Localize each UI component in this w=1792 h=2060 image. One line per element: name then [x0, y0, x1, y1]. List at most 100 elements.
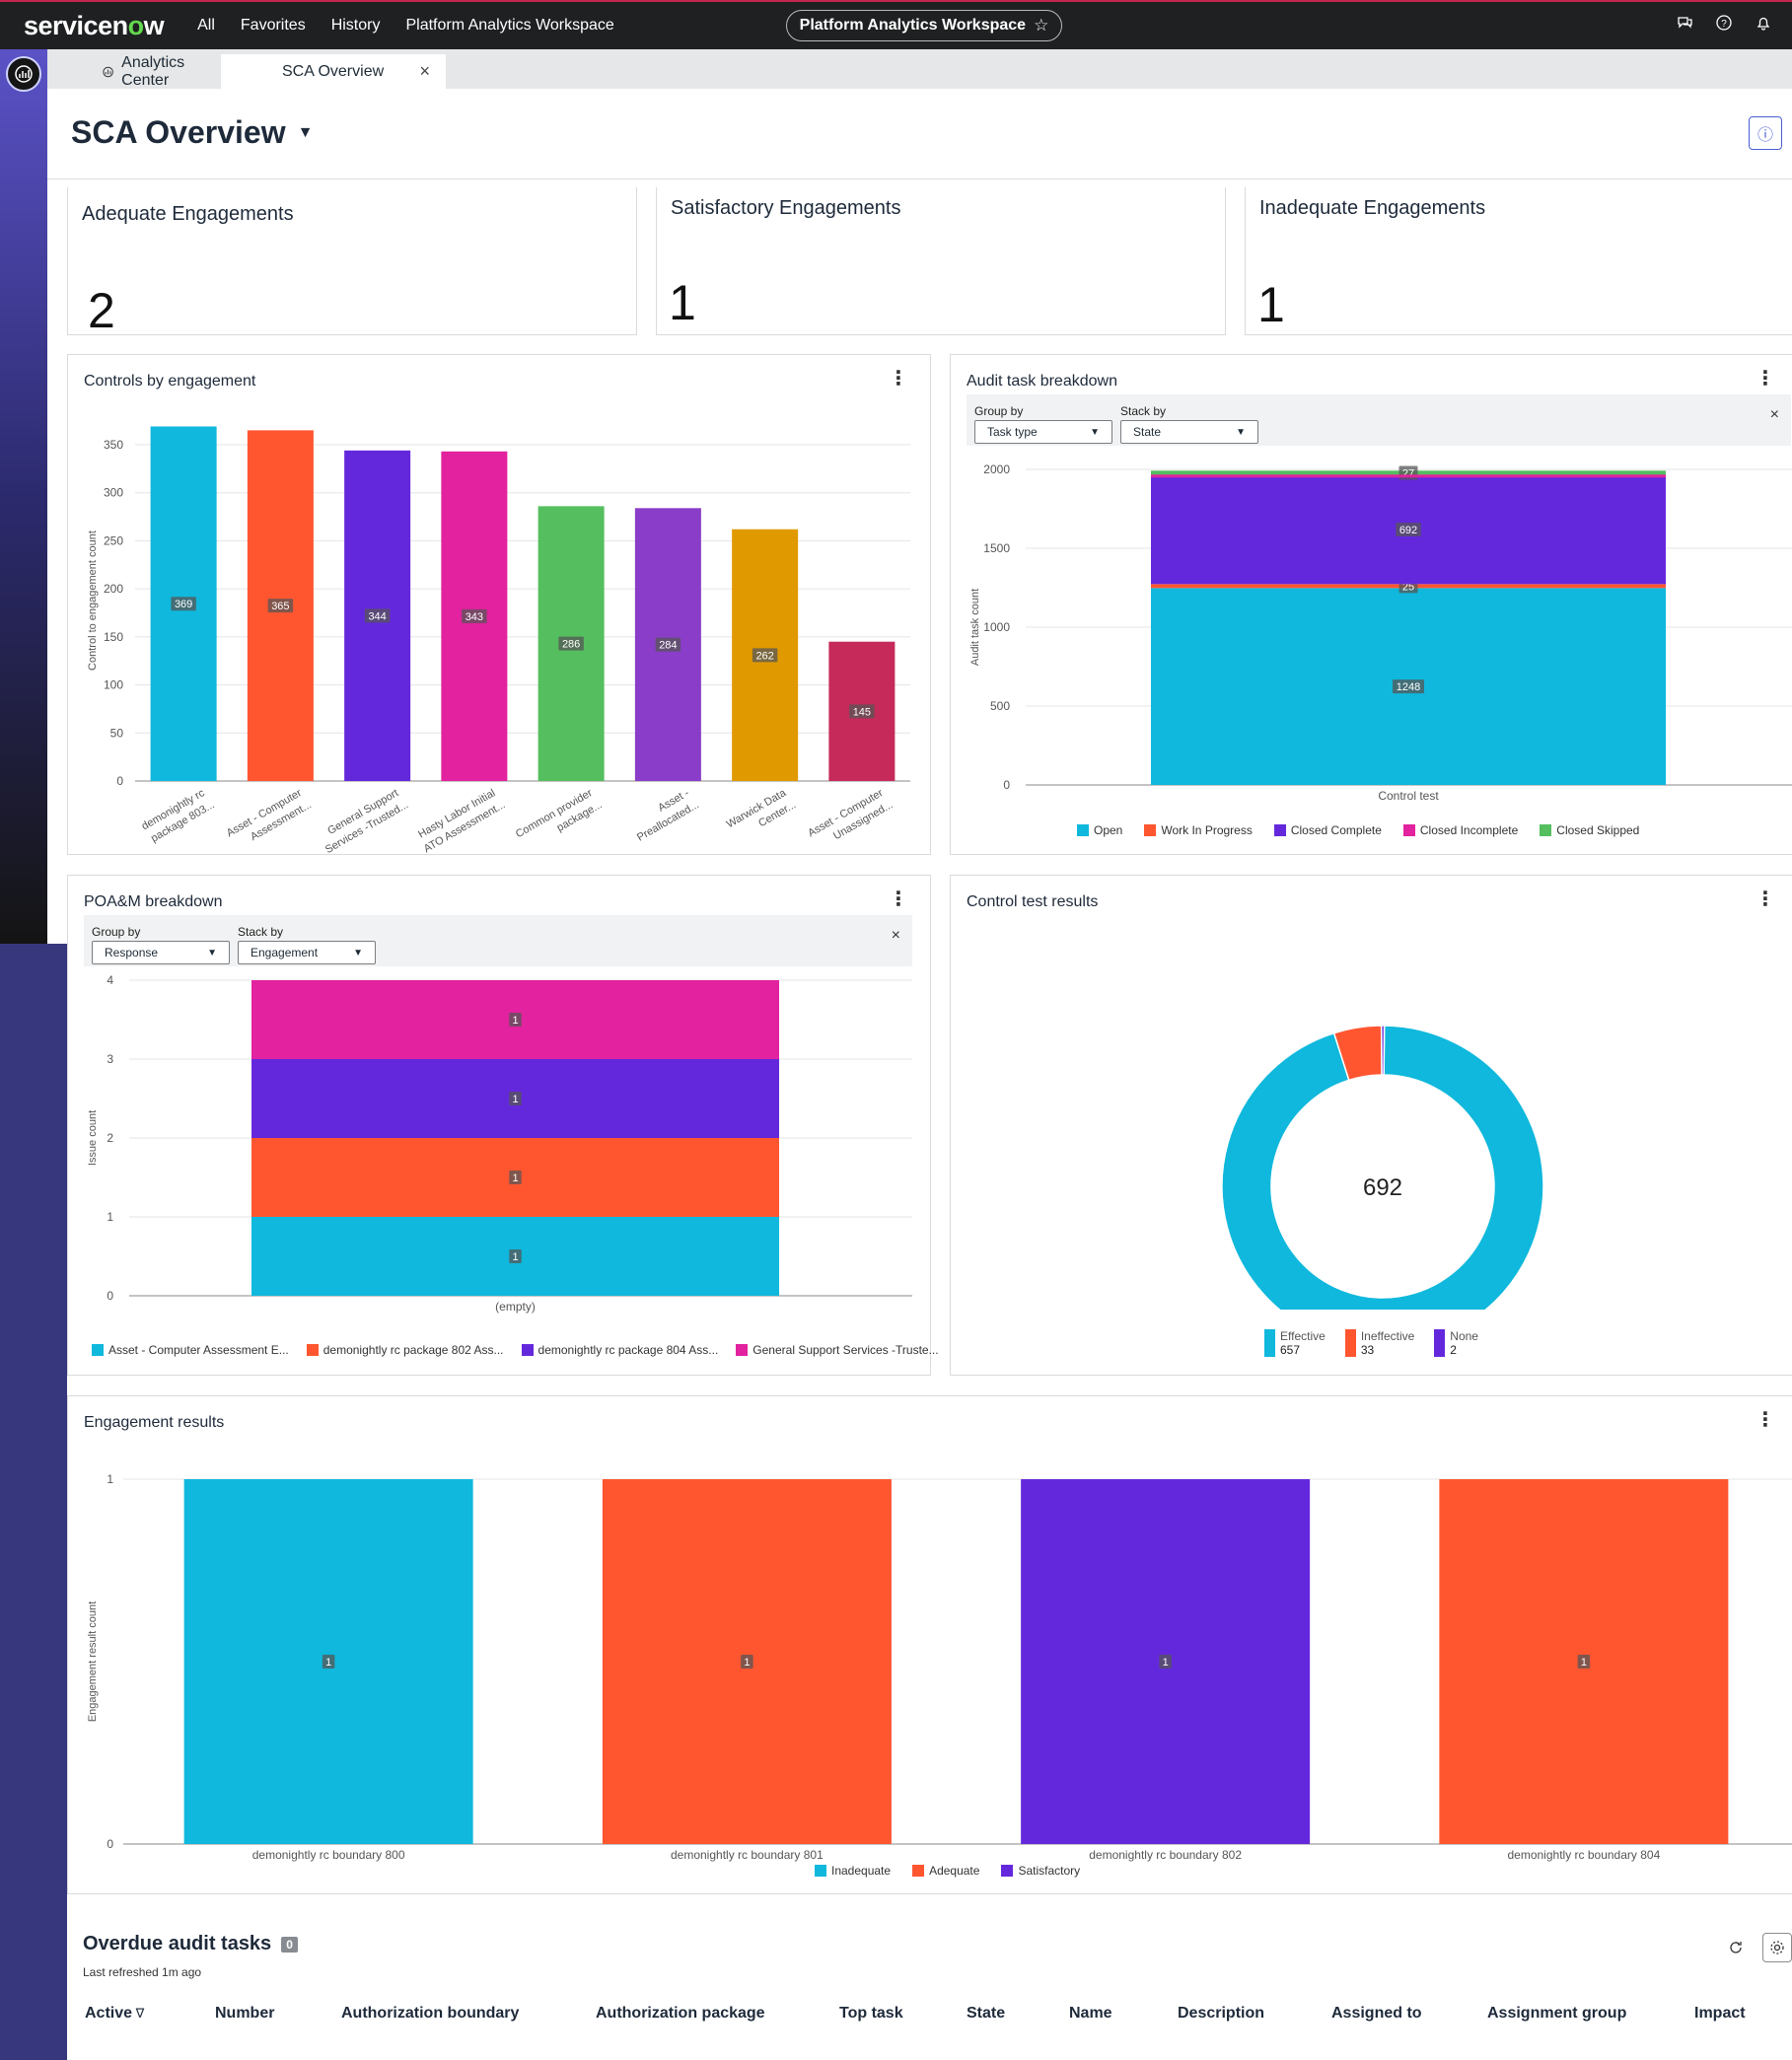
stack-by-select[interactable]: State ▼	[1120, 420, 1258, 444]
nav-all[interactable]: All	[197, 17, 215, 34]
legend-swatch	[736, 1344, 749, 1356]
column-header-authorization-boundary[interactable]: Authorization boundary	[341, 2005, 520, 2022]
column-header-impact[interactable]: Impact	[1694, 2005, 1746, 2022]
legend-item[interactable]: Effective 657	[1264, 1329, 1326, 1357]
audit-task-breakdown-card: Audit task breakdown ⋮ Group by Task typ…	[950, 354, 1792, 855]
legend-swatch	[1144, 824, 1157, 836]
more-options-icon[interactable]: ⋮	[889, 368, 908, 390]
legend-swatch	[92, 1344, 104, 1356]
legend-item[interactable]: Inadequate	[815, 1864, 891, 1878]
settings-button[interactable]	[1762, 1933, 1792, 1962]
legend-swatch	[1001, 1865, 1014, 1877]
legend-item[interactable]: Closed Complete	[1273, 823, 1382, 837]
y-tick-label: 1500	[983, 541, 1010, 555]
legend-label: None	[1450, 1329, 1478, 1343]
bar-value-label-bg	[558, 636, 584, 651]
column-header-assignment-group[interactable]: Assignment group	[1487, 2005, 1627, 2022]
column-header-name[interactable]: Name	[1069, 2005, 1112, 2022]
last-refreshed-text: Last refreshed 1m ago	[83, 1965, 202, 1979]
legend-item[interactable]: demonightly rc package 802 Ass...	[306, 1343, 504, 1357]
top-nav: servicenow All Favorites History Platfor…	[0, 0, 1792, 49]
legend-swatch	[1264, 1329, 1275, 1357]
y-tick-label: 2	[107, 1131, 113, 1145]
bar-value-label-bg	[322, 1655, 335, 1669]
bar-value-label: 365	[271, 601, 289, 612]
kpi-card-inadequate[interactable]: Inadequate Engagements 1	[1245, 187, 1792, 335]
stack-by-select[interactable]: Engagement ▼	[238, 941, 376, 964]
y-tick-label: 250	[104, 533, 123, 547]
bar-value-label-bg	[1159, 1655, 1172, 1669]
legend-swatch	[1540, 824, 1552, 836]
more-options-icon[interactable]: ⋮	[1756, 368, 1775, 390]
y-tick-label: 0	[1003, 778, 1010, 792]
column-header-description[interactable]: Description	[1178, 2005, 1265, 2022]
stack-by-label: Stack by	[238, 925, 284, 939]
bar-value-label: 1	[325, 1657, 331, 1669]
poam-stacked-chart: 0 1 2 3 4 Issue count 1 1 1 1 (empty)	[87, 974, 912, 1314]
refresh-icon[interactable]	[1727, 1939, 1745, 1956]
servicenow-logo[interactable]: servicenow	[24, 10, 165, 40]
legend-item[interactable]: Ineffective 33	[1344, 1329, 1414, 1357]
legend-item[interactable]: None 2	[1434, 1329, 1478, 1357]
more-options-icon[interactable]: ⋮	[1756, 1409, 1775, 1431]
y-tick-label: 500	[990, 699, 1010, 713]
chat-icon[interactable]	[1676, 14, 1693, 32]
chevron-down-icon[interactable]: ▼	[297, 123, 314, 141]
legend-item[interactable]: Work In Progress	[1144, 823, 1253, 837]
y-tick-label: 1000	[983, 620, 1010, 634]
card-title: Control test results	[967, 893, 1099, 910]
star-icon[interactable]: ☆	[1034, 16, 1049, 35]
analytics-app-icon[interactable]	[6, 56, 41, 92]
bar-value-label-bg	[655, 637, 681, 652]
close-icon[interactable]: ×	[1769, 406, 1779, 423]
workspace-pill[interactable]: Platform Analytics Workspace ☆	[786, 10, 1062, 41]
overdue-tasks-title: Overdue audit tasks 0	[83, 1933, 298, 1955]
legend-label: Asset - Computer Assessment E...	[108, 1343, 289, 1357]
close-icon[interactable]: ×	[891, 927, 900, 944]
kpi-card-adequate[interactable]: Adequate Engagements 2	[67, 187, 637, 338]
legend-item[interactable]: Closed Skipped	[1540, 823, 1639, 837]
bar-value-label-bg	[364, 608, 391, 623]
legend-item[interactable]: demonightly rc package 804 Ass...	[521, 1343, 718, 1357]
legend-item[interactable]: General Support Services -Truste...	[736, 1343, 939, 1357]
nav-history[interactable]: History	[330, 17, 381, 34]
legend-swatch	[1077, 824, 1089, 836]
help-icon[interactable]: ?	[1715, 14, 1733, 32]
column-header-assigned-to[interactable]: Assigned to	[1331, 2005, 1422, 2022]
column-header-state[interactable]: State	[967, 2005, 1006, 2022]
bell-icon[interactable]	[1755, 14, 1772, 32]
tab-sca-overview[interactable]: SCA Overview ×	[221, 54, 446, 89]
legend-label: Adequate	[929, 1864, 980, 1878]
engagement-bar-chart: 0 1 Engagement result count 1 demonightly rc…	[87, 1472, 1792, 1862]
legend-item[interactable]: Asset - Computer Assessment E...	[92, 1343, 289, 1357]
nav-workspace[interactable]: Platform Analytics Workspace	[405, 17, 614, 34]
x-tick-label: demonightly rc boundary 800	[252, 1848, 405, 1862]
kpi-card-satisfactory[interactable]: Satisfactory Engagements 1	[656, 187, 1226, 335]
legend-swatch	[1434, 1329, 1446, 1357]
filter-icon[interactable]: ∇	[132, 2006, 145, 2021]
tab-analytics-center[interactable]: Analytics Center	[95, 54, 223, 89]
legend-item[interactable]: Satisfactory	[1001, 1864, 1080, 1878]
bar-value-label: 1	[1163, 1657, 1169, 1669]
legend-swatch	[306, 1344, 319, 1356]
info-button[interactable]: ⓘ	[1749, 116, 1782, 150]
column-header-number[interactable]: Number	[215, 2005, 275, 2022]
bar-value-label-bg	[741, 1655, 753, 1669]
legend-item[interactable]: Closed Incomplete	[1402, 823, 1518, 837]
close-icon[interactable]: ×	[419, 61, 430, 81]
more-options-icon[interactable]: ⋮	[889, 888, 908, 910]
page-header: SCA Overview ▼ ⓘ	[47, 89, 1792, 179]
column-header-top-task[interactable]: Top task	[839, 2005, 903, 2022]
page-title[interactable]: SCA Overview ▼	[71, 114, 313, 151]
group-by-value: Response	[105, 946, 159, 959]
column-header-active[interactable]: Active ∇	[85, 2005, 145, 2022]
more-options-icon[interactable]: ⋮	[1756, 888, 1775, 910]
group-by-select[interactable]: Response ▼	[92, 941, 230, 964]
segment-value-label-bg	[509, 1171, 522, 1184]
column-header-authorization-package[interactable]: Authorization package	[596, 2005, 765, 2022]
legend-item[interactable]: Adequate	[912, 1864, 979, 1878]
legend-item[interactable]: Open	[1077, 823, 1122, 837]
nav-favorites[interactable]: Favorites	[240, 17, 306, 34]
group-by-select[interactable]: Task type ▼	[974, 420, 1112, 444]
segment-value-label-bg	[509, 1249, 522, 1263]
